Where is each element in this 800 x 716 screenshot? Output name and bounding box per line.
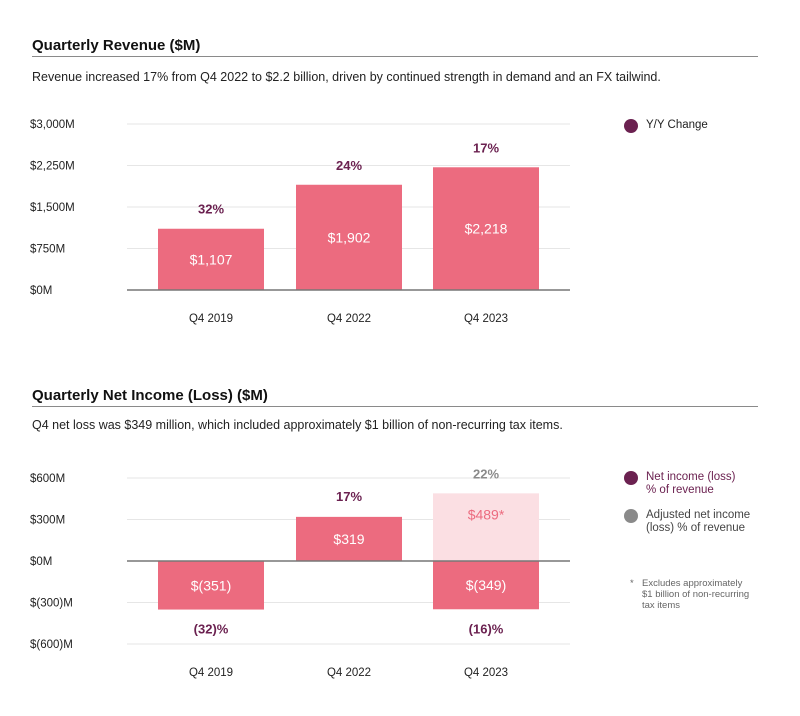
x-tick-label: Q4 2023 <box>464 313 508 325</box>
y-tick-label: $300M <box>30 515 65 527</box>
revenue-legend-item: Y/Y Change <box>624 119 766 133</box>
income-subtitle: Q4 net loss was $349 million, which incl… <box>32 418 563 432</box>
y-tick-label: $750M <box>30 244 65 256</box>
revenue-bar <box>296 184 402 290</box>
x-tick-label: Q4 2022 <box>327 667 371 679</box>
bar-value-label: $1,107 <box>190 251 233 267</box>
y-tick-label: $(300)M <box>30 598 73 610</box>
yoy-change-label: 32% <box>198 202 224 217</box>
yoy-change-label: 17% <box>473 140 499 155</box>
legend-label: Net income (loss) % of revenue <box>646 471 736 496</box>
y-tick-label: $0M <box>30 556 52 568</box>
bar-value-label: $319 <box>333 531 364 547</box>
x-tick-label: Q4 2019 <box>189 313 233 325</box>
y-tick-label: $3,000M <box>30 119 75 131</box>
x-tick-label: Q4 2019 <box>189 667 233 679</box>
net-income-pct-label: (32)% <box>194 622 229 637</box>
adjusted-value-label: $489* <box>468 506 505 522</box>
y-tick-label: $600M <box>30 473 65 485</box>
bar-value-label: $1,902 <box>328 229 371 245</box>
income-footnote: * Excludes approximately $1 billion of n… <box>630 578 762 611</box>
revenue-subtitle: Revenue increased 17% from Q4 2022 to $2… <box>32 70 661 84</box>
y-tick-label: $0M <box>30 285 52 297</box>
revenue-chart: $0M $750M $1,500M $2,250M $3,000M $1,107 32% Q4… <box>30 119 570 325</box>
income-chart: $600M $300M $0M $(300)M $(600)M $489* 22% $(351… <box>30 466 570 679</box>
net-income-pct-label: 17% <box>336 489 362 504</box>
legend-label: Y/Y Change <box>646 119 708 131</box>
revenue-title-divider <box>32 56 758 57</box>
revenue-legend: Y/Y Change <box>624 119 766 145</box>
bar-value-label: $(349) <box>466 577 506 593</box>
footnote-asterisk: * <box>630 578 634 589</box>
y-tick-label: $1,500M <box>30 202 75 214</box>
bar-value-label: $2,218 <box>465 221 508 237</box>
legend-label: Adjusted net income (loss) % of revenue <box>646 509 751 534</box>
revenue-bar <box>433 167 539 290</box>
adjusted-income-bar <box>433 493 539 561</box>
net-income-pct-label: (16)% <box>469 621 504 636</box>
income-title-divider <box>32 406 758 407</box>
income-chart-title: Quarterly Net Income (Loss) ($M) <box>32 387 268 404</box>
yoy-change-label: 24% <box>336 158 362 173</box>
footnote-text: Excludes approximately $1 billion of non… <box>642 578 750 611</box>
y-tick-label: $2,250M <box>30 161 75 173</box>
income-legend: Net income (loss) % of revenue Adjusted n… <box>624 471 766 547</box>
legend-swatch-icon <box>624 119 638 133</box>
net-income-bar <box>433 561 539 610</box>
revenue-bar <box>158 228 264 290</box>
legend-swatch-icon <box>624 471 638 485</box>
legend-swatch-icon <box>624 509 638 523</box>
adjusted-pct-label: 22% <box>473 466 499 481</box>
y-tick-label: $(600)M <box>30 639 73 651</box>
bar-value-label: $(351) <box>191 577 231 593</box>
x-tick-label: Q4 2023 <box>464 667 508 679</box>
revenue-chart-title: Quarterly Revenue ($M) <box>32 37 201 54</box>
net-income-bar <box>158 561 264 610</box>
x-tick-label: Q4 2022 <box>327 313 371 325</box>
income-legend-item: Adjusted net income (loss) % of revenue <box>624 509 766 535</box>
net-income-bar <box>296 516 402 561</box>
income-legend-item: Net income (loss) % of revenue <box>624 471 766 497</box>
